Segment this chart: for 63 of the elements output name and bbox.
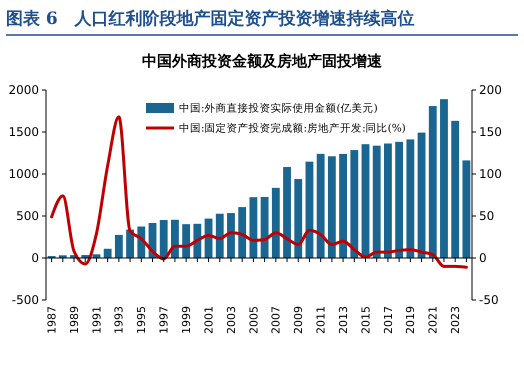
bar [339,154,347,258]
x-tick-label: 2023 [449,306,462,334]
x-tick-label: 1999 [180,306,193,334]
bar [440,99,448,258]
bar [362,144,370,258]
bar [451,120,460,258]
bar [170,220,179,258]
y-tick-label: 2000 [8,83,39,98]
bar [350,150,358,258]
bar [418,132,426,258]
chart-title: 图表 6 人口红利阶段地产固定资产投资增速持续高位 [6,9,415,29]
chart-subtitle: 中国外商投资金额及房地产固投增速 [142,52,383,70]
y2-tick-label: -50 [479,293,499,308]
bar [395,142,404,258]
bar [306,162,314,258]
x-tick-label: 1987 [45,306,58,334]
x-tick-label: 2017 [382,306,395,334]
y2-tick-label: 200 [479,83,502,98]
x-tick-label: 2009 [292,306,306,334]
x-tick-label: 2019 [404,306,418,334]
legend-label: 中国:固定资产投资完成额:房地产开发:同比(%) [179,122,406,135]
bar [372,146,381,258]
bar [227,213,235,258]
x-tick-label: 1995 [135,306,148,334]
line-series [50,115,468,269]
bar [384,144,392,258]
bar [204,218,212,258]
x-tick-label: 2001 [202,306,216,334]
y-tick-label: 1500 [8,125,39,140]
x-tick-label: 2015 [359,306,372,334]
y-tick-label: 1000 [8,167,39,182]
bar [249,197,258,258]
y2-tick-label: 0 [479,251,487,266]
bar [294,179,302,258]
bar [272,188,280,258]
y-tick-label: 0 [31,251,39,266]
bar [104,248,112,258]
x-tick-label: 2007 [270,306,283,334]
x-tick-label: 2021 [426,306,440,334]
legend-label: 中国:外商直接投资实际使用金额(亿美元) [179,102,378,115]
y2-tick-label: 150 [479,125,502,140]
x-tick-label: 1991 [90,306,104,334]
bar [114,234,123,258]
bar [462,160,470,258]
x-tick-label: 1993 [112,306,126,334]
x-tick-label: 2013 [336,306,350,334]
y2-tick-label: 50 [479,209,494,224]
bar [126,230,134,258]
bar [428,106,437,258]
bar [328,156,336,258]
x-tick-label: 1997 [158,306,171,334]
y2-tick-label: 100 [479,167,502,182]
bar [406,139,414,258]
y-tick-label: 500 [16,209,39,224]
x-tick-label: 2003 [224,306,238,334]
y-tick-label: -500 [12,293,39,308]
bar [283,167,291,258]
x-tick-label: 1989 [68,306,81,334]
x-tick-label: 2011 [314,306,328,334]
bar [260,196,269,258]
bar [160,220,168,258]
bar [316,154,325,258]
x-tick-label: 2005 [247,306,260,334]
